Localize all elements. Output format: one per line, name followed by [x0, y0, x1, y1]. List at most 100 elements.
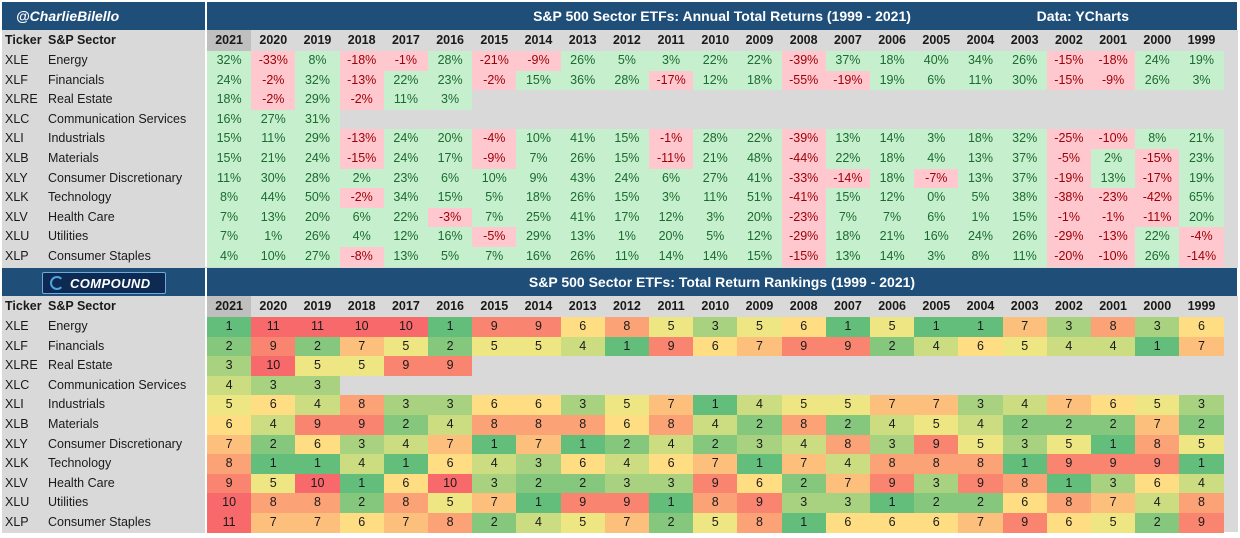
rank-cell: 9 — [560, 493, 605, 513]
return-cell: 11% — [1002, 247, 1047, 267]
rank-cell: 7 — [604, 513, 649, 533]
rank-cell: 2 — [383, 415, 428, 435]
rank-cell: 2 — [1135, 513, 1180, 533]
rank-cell: 9 — [870, 473, 915, 494]
return-cell: -19% — [825, 70, 870, 91]
rank-cell: 1 — [295, 454, 340, 474]
rank-cell: 6 — [1002, 493, 1047, 513]
return-cell: -11% — [1135, 207, 1180, 228]
rank-cell: 8 — [737, 513, 782, 533]
return-cell: 5% — [958, 188, 1003, 208]
return-cell: 30% — [1002, 70, 1047, 91]
return-cell: 17% — [604, 207, 649, 228]
rank-cell: 9 — [914, 434, 959, 455]
empty-cell — [560, 375, 605, 396]
column-header-year: 2008 — [781, 296, 826, 317]
row-ticker: XLF — [2, 70, 44, 91]
rank-cell: 6 — [870, 513, 915, 533]
rank-cell: 5 — [560, 513, 605, 533]
return-cell: 26% — [295, 227, 340, 247]
rank-cell: 5 — [737, 317, 782, 337]
rank-cell: 8 — [914, 454, 959, 474]
column-header-year: 1999 — [1179, 30, 1224, 51]
row-sector: Real Estate — [44, 356, 207, 376]
rank-cell: 2 — [1091, 415, 1136, 435]
return-cell: 3% — [693, 207, 738, 228]
empty-cell — [1135, 90, 1180, 110]
return-cell: 15% — [207, 149, 252, 169]
row-ticker: XLP — [2, 513, 44, 533]
return-cell: 23% — [428, 70, 473, 91]
return-cell: 12% — [737, 227, 782, 247]
return-cell: 23% — [383, 168, 428, 189]
column-header-year: 2014 — [516, 30, 561, 51]
rank-cell: 6 — [207, 415, 252, 435]
row-sector: Consumer Staples — [44, 247, 207, 267]
return-cell: -2% — [472, 70, 517, 91]
column-header-year: 2012 — [604, 296, 649, 317]
rank-cell: 5 — [825, 395, 870, 415]
return-cell: 25% — [516, 207, 561, 228]
rank-cell: 5 — [516, 336, 561, 357]
rank-cell: 4 — [870, 415, 915, 435]
row-ticker: XLRE — [2, 90, 44, 110]
return-cell: 6% — [428, 168, 473, 189]
column-header-year: 2013 — [560, 296, 605, 317]
rank-cell: 1 — [693, 395, 738, 415]
return-cell: -11% — [649, 149, 694, 169]
rank-cell: 3 — [914, 473, 959, 494]
return-cell: 18% — [737, 70, 782, 91]
return-cell: -2% — [251, 90, 296, 110]
rank-cell: 7 — [339, 336, 384, 357]
rank-cell: 8 — [604, 317, 649, 337]
return-cell: 10% — [251, 247, 296, 267]
compound-logo-text: COMPOUND — [70, 275, 151, 291]
return-cell: -17% — [649, 70, 694, 91]
return-cell: 18% — [207, 90, 252, 110]
rank-cell: 3 — [383, 395, 428, 415]
rank-cell: 2 — [649, 513, 694, 533]
return-cell: 31% — [295, 109, 340, 130]
rank-cell: 9 — [737, 493, 782, 513]
return-cell: 22% — [737, 51, 782, 71]
rank-cell: 2 — [1046, 415, 1091, 435]
return-cell: -14% — [1179, 247, 1224, 267]
return-cell: 3% — [914, 129, 959, 149]
empty-cell — [1046, 90, 1091, 110]
return-cell: 15% — [428, 188, 473, 208]
compound-logo: COMPOUND — [42, 272, 166, 294]
rank-cell: 9 — [958, 473, 1003, 494]
return-cell: 29% — [295, 90, 340, 110]
rank-cell: 6 — [295, 434, 340, 455]
empty-cell — [516, 109, 561, 130]
return-cell: -2% — [251, 70, 296, 91]
return-cell: 26% — [1002, 227, 1047, 247]
rank-cell: 7 — [737, 336, 782, 357]
return-cell: -21% — [472, 51, 517, 71]
column-header-year: 2005 — [914, 296, 959, 317]
return-cell: 7% — [870, 207, 915, 228]
rank-cell: 1 — [207, 317, 252, 337]
return-cell: 26% — [560, 51, 605, 71]
rank-cell: 7 — [383, 513, 428, 533]
return-cell: -14% — [825, 168, 870, 189]
return-cell: 12% — [693, 70, 738, 91]
empty-cell — [914, 356, 959, 376]
rank-cell: 5 — [1135, 395, 1180, 415]
return-cell: 29% — [516, 227, 561, 247]
row-sector: Technology — [44, 188, 207, 208]
empty-cell — [1135, 375, 1180, 396]
rank-cell: 4 — [251, 415, 296, 435]
rank-cell: 3 — [1046, 317, 1091, 337]
row-ticker: XLY — [2, 434, 44, 455]
row-sector: Health Care — [44, 473, 207, 494]
return-cell: 19% — [870, 70, 915, 91]
rank-cell: 2 — [781, 473, 826, 494]
data-source: Data: YCharts — [1036, 8, 1129, 24]
row-sector: Communication Services — [44, 109, 207, 130]
rank-cell: 8 — [1002, 473, 1047, 494]
return-cell: 48% — [737, 149, 782, 169]
row-sector: Technology — [44, 454, 207, 474]
row-ticker: XLE — [2, 317, 44, 337]
